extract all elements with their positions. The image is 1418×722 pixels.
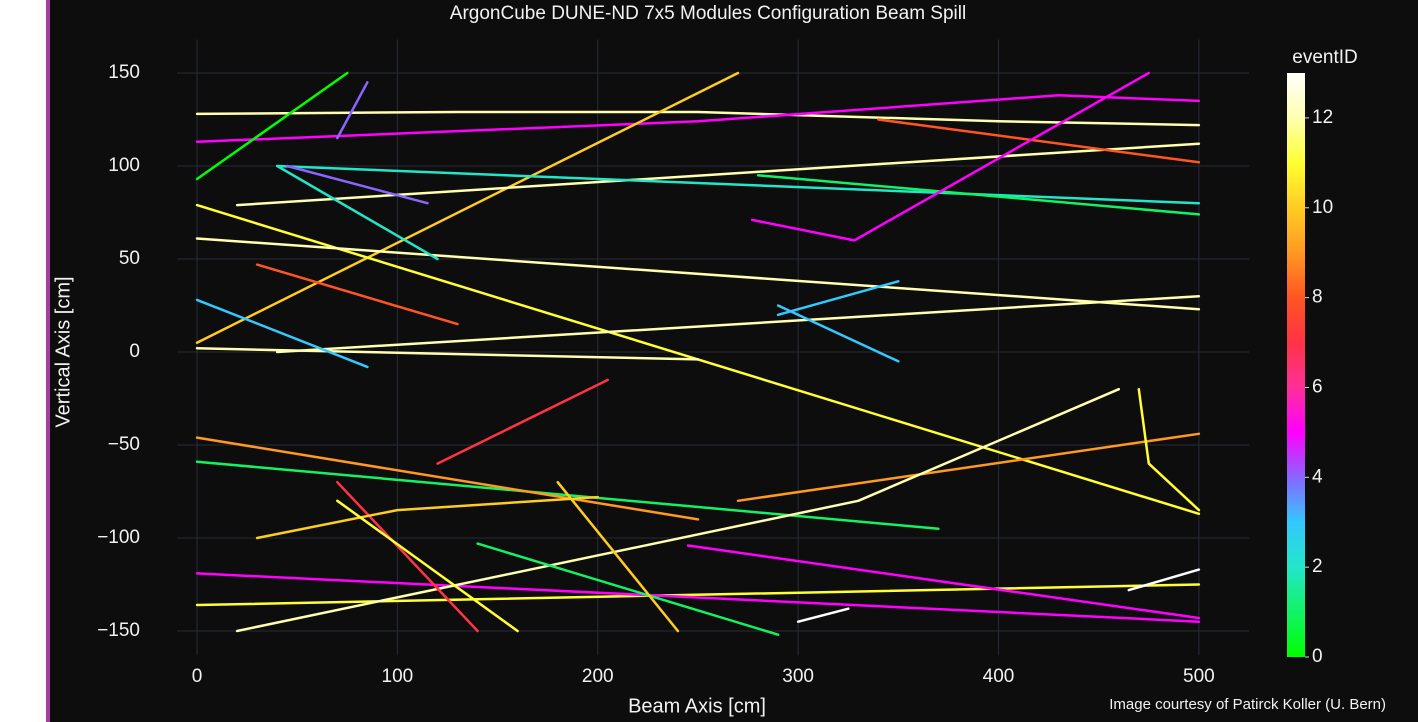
chart: ArgonCube DUNE-ND 7x5 Modules Configurat… [0,0,1418,722]
colorbar-tick-label: 12 [1312,107,1333,128]
x-tick-label: 500 [1183,666,1215,687]
colorbar-tick-label: 10 [1312,197,1333,218]
colorbar-tick-label: 6 [1312,376,1323,397]
colorbar-tick-label: 4 [1312,466,1323,487]
y-tick-label: 150 [108,62,140,83]
y-tick-label: −150 [97,620,140,641]
credit: Image courtesy of Patirck Koller (U. Ber… [1109,696,1386,713]
frame-edge [46,0,50,722]
x-tick-label: 100 [382,666,414,687]
x-tick-label: 0 [192,666,203,687]
colorbar-tick-label: 2 [1312,556,1323,577]
x-tick-label: 400 [983,666,1015,687]
x-axis-label: Beam Axis [cm] [628,695,766,717]
y-tick-label: 0 [129,341,140,362]
colorbar-title: eventID [1292,47,1357,68]
colorbar-tick-label: 8 [1312,287,1323,308]
colorbar-tick-label: 0 [1312,646,1323,667]
colorbar [1287,73,1305,657]
y-tick-label: −50 [108,434,140,455]
x-tick-label: 200 [582,666,614,687]
y-tick-label: −100 [97,527,140,548]
x-tick-label: 300 [782,666,814,687]
chart-title: ArgonCube DUNE-ND 7x5 Modules Configurat… [450,3,966,24]
y-axis-label: Vertical Axis [cm] [52,276,74,427]
y-tick-label: 100 [108,155,140,176]
plot-background [50,0,1418,722]
y-tick-label: 50 [119,248,140,269]
